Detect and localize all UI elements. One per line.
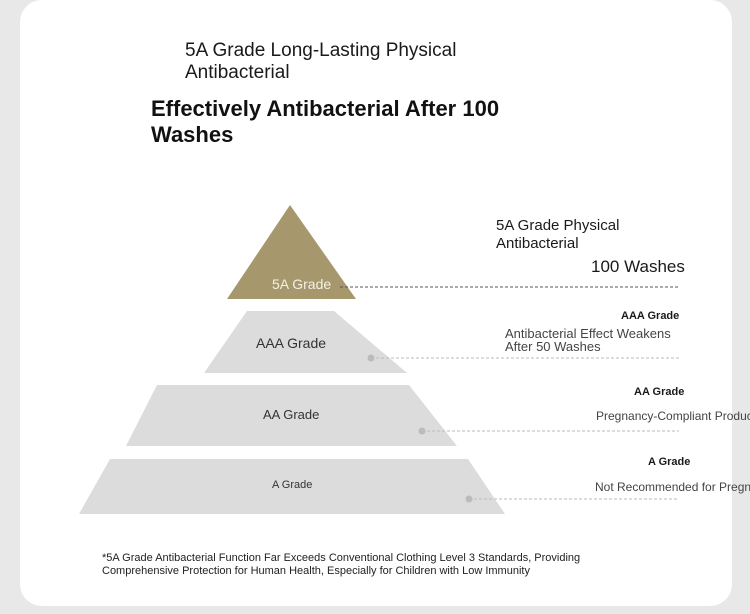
level-label: AAA Grade: [256, 335, 327, 351]
grade-name: AAA Grade: [621, 310, 680, 322]
footnote: *5A Grade Antibacterial Function Far Exc…: [102, 552, 581, 577]
grade-note: Not Recommended for Pregnancy: [595, 480, 750, 494]
grade-note: 100 Washes: [591, 257, 685, 276]
grade-name: 5A Grade Physical Antibacterial: [496, 217, 620, 252]
grade-name: A Grade: [648, 456, 691, 468]
subtitle: 5A Grade Long-Lasting Physical Antibacte…: [185, 40, 457, 83]
grade-note: Pregnancy-Compliant Products: [596, 409, 750, 423]
grade-name: AA Grade: [634, 386, 685, 398]
level-label: 5A Grade: [272, 276, 332, 292]
level-a: [79, 459, 505, 514]
level-label: A Grade: [272, 479, 313, 491]
leader-dot: [418, 427, 426, 435]
leader-dot: [367, 354, 375, 362]
level-5a: [227, 205, 356, 299]
grade-note: Antibacterial Effect Weakens After 50 Wa…: [505, 326, 671, 354]
level-label: AA Grade: [263, 407, 320, 422]
title: Effectively Antibacterial After 100 Wash…: [151, 96, 500, 147]
level-aa: [126, 385, 457, 446]
leader-dot: [465, 495, 473, 503]
level-aaa: [204, 311, 407, 373]
